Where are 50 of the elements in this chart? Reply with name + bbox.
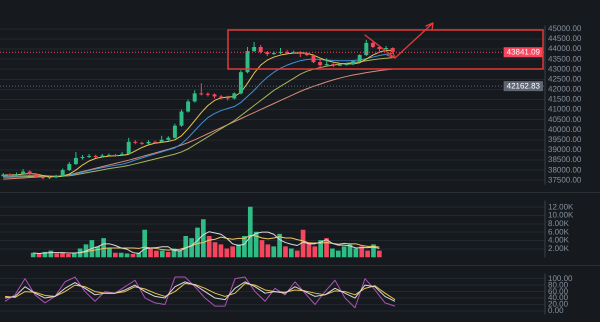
- y-tick-label: 42500.00: [548, 74, 582, 84]
- candlestick: [246, 46, 250, 74]
- ref-line-label: 42162.83: [506, 81, 541, 90]
- y-tick-label: 37500.00: [548, 175, 582, 184]
- y-tick-label: 44000.00: [548, 44, 582, 54]
- y-tick-label: 80.00: [548, 280, 569, 290]
- y-tick-label: 45000.00: [548, 24, 582, 34]
- y-tick-label: 41500.00: [548, 94, 582, 104]
- y-tick-label: 43000.00: [548, 64, 582, 74]
- y-tick-label: 40000.00: [548, 124, 582, 134]
- y-tick-label: 60.00: [548, 286, 569, 296]
- bar: [166, 252, 170, 258]
- y-tick-label: 12.00K: [548, 202, 574, 212]
- y-tick-label: 42000.00: [548, 84, 582, 94]
- candlestick: [312, 54, 316, 64]
- candlestick: [180, 109, 184, 128]
- y-tick-label: 39500.00: [548, 135, 582, 144]
- y-tick-label: 4.00K: [548, 236, 570, 245]
- candlestick: [238, 70, 243, 95]
- y-tick-label: 38000.00: [548, 165, 582, 174]
- bar: [283, 246, 288, 258]
- y-tick-label: 20.00: [548, 300, 569, 309]
- y-tick-label: 100.00: [548, 274, 574, 283]
- bar: [377, 250, 382, 258]
- candlestick: [192, 90, 197, 103]
- y-tick-label: 43500.00: [548, 54, 582, 64]
- y-tick-label: 38500.00: [548, 155, 582, 164]
- y-tick-label: 0.00: [548, 306, 564, 316]
- y-tick-label: 8.00K: [548, 218, 570, 228]
- y-tick-label: 39000.00: [548, 145, 582, 154]
- y-tick-label: 41000.00: [548, 104, 582, 114]
- candlestick: [199, 82, 204, 96]
- candlestick: [67, 162, 72, 172]
- ref-line-label: 43841.09: [506, 47, 541, 56]
- candlestick: [364, 39, 368, 57]
- candlestick: [172, 123, 177, 140]
- bar: [130, 254, 136, 258]
- y-tick-label: 40.00: [548, 293, 569, 302]
- y-tick-label: 40500.00: [548, 114, 582, 124]
- candlestick: [126, 137, 131, 155]
- y-tick-label: 6.00K: [548, 227, 570, 236]
- bar: [289, 248, 294, 258]
- bar: [160, 250, 165, 258]
- y-tick-label: 2.00K: [548, 244, 570, 254]
- y-tick-label: 10.00K: [548, 210, 574, 220]
- candlestick: [186, 98, 190, 114]
- bar: [113, 252, 118, 258]
- candlestick: [252, 41, 256, 53]
- candlestick: [74, 151, 78, 166]
- y-tick-label: 44500.00: [548, 34, 582, 44]
